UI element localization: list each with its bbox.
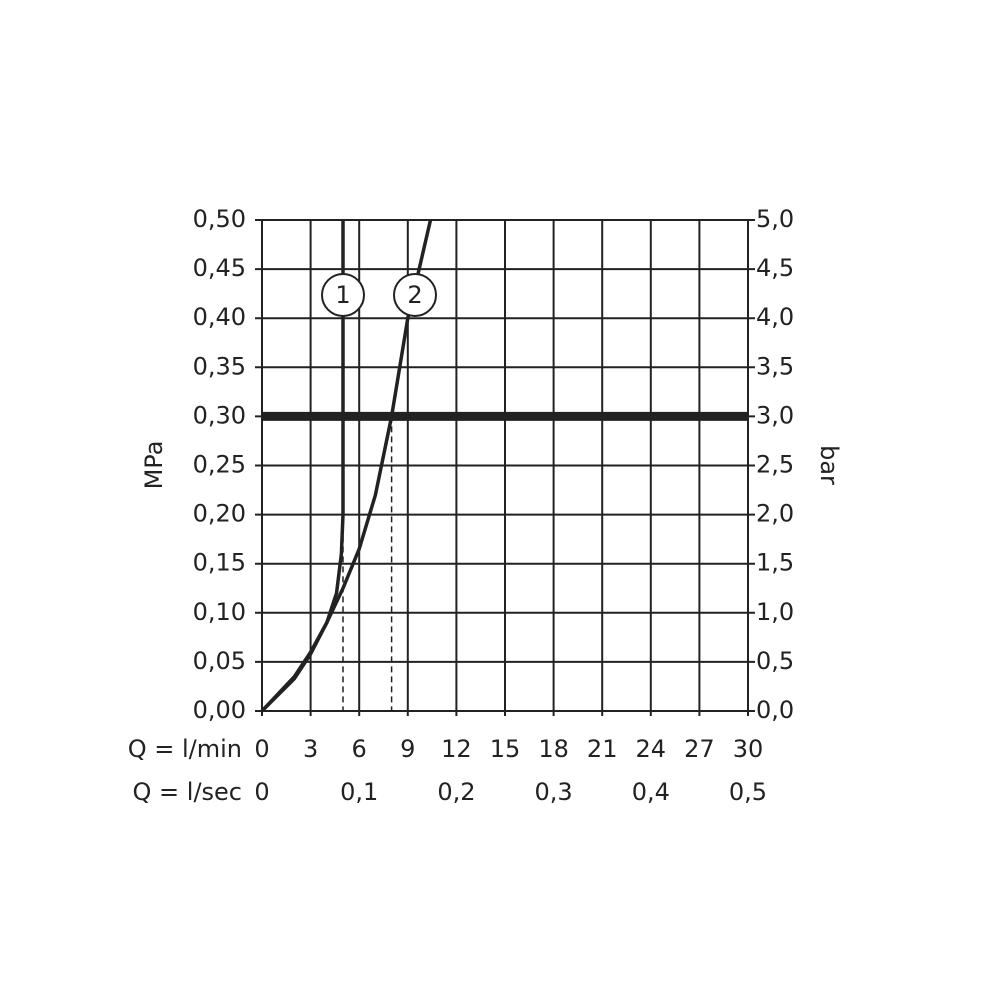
x-tick-label: 9 — [400, 735, 415, 763]
x-axis-label: Q = l/min — [128, 735, 242, 763]
y2-tick-label: 5,0 — [756, 205, 794, 233]
y-tick-label: 0,20 — [193, 500, 246, 528]
x-tick-label: 24 — [636, 735, 667, 763]
x2-tick-label: 0,1 — [340, 778, 378, 806]
y2-tick-label: 1,5 — [756, 549, 794, 577]
legend-label: 2 — [407, 281, 422, 309]
x-tick-label: 18 — [538, 735, 569, 763]
y-tick-label: 0,40 — [193, 303, 246, 331]
y2-tick-label: 2,5 — [756, 451, 794, 479]
y2-tick-label: 4,5 — [756, 254, 794, 282]
x-tick-label: 3 — [303, 735, 318, 763]
x-tick-label: 27 — [684, 735, 715, 763]
y-tick-label: 0,50 — [193, 205, 246, 233]
y-tick-label: 0,05 — [193, 647, 246, 675]
x2-axis-label: Q = l/sec — [133, 778, 242, 806]
x-tick-label: 30 — [733, 735, 764, 763]
y-tick-label: 0,10 — [193, 598, 246, 626]
x2-tick-label: 0,5 — [729, 778, 767, 806]
x-tick-label: 21 — [587, 735, 618, 763]
x2-tick-label: 0,4 — [632, 778, 670, 806]
y-tick-label: 0,15 — [193, 549, 246, 577]
x-tick-label: 12 — [441, 735, 472, 763]
y2-tick-label: 3,0 — [756, 401, 794, 429]
y2-axis-label: bar — [815, 445, 843, 485]
legend-marker — [321, 273, 365, 317]
x-tick-label: 6 — [352, 735, 367, 763]
x-tick-label: 0 — [254, 735, 269, 763]
y2-tick-label: 0,5 — [756, 647, 794, 675]
y2-tick-label: 1,0 — [756, 598, 794, 626]
y-tick-label: 0,25 — [193, 451, 246, 479]
y2-tick-label: 4,0 — [756, 303, 794, 331]
y2-tick-label: 3,5 — [756, 352, 794, 380]
x2-tick-label: 0 — [254, 778, 269, 806]
x-tick-label: 15 — [490, 735, 521, 763]
legend-marker — [393, 273, 437, 317]
x2-tick-label: 0,3 — [535, 778, 573, 806]
y-axis-label: MPa — [140, 441, 168, 490]
x2-tick-label: 0,2 — [437, 778, 475, 806]
legend-label: 1 — [335, 281, 350, 309]
curve — [260, 219, 433, 713]
y2-tick-label: 2,0 — [756, 500, 794, 528]
y-tick-label: 0,30 — [193, 401, 246, 429]
y-tick-label: 0,35 — [193, 352, 246, 380]
y-tick-label: 0,45 — [193, 254, 246, 282]
y-tick-label: 0,00 — [193, 696, 246, 724]
y2-tick-label: 0,0 — [756, 696, 794, 724]
